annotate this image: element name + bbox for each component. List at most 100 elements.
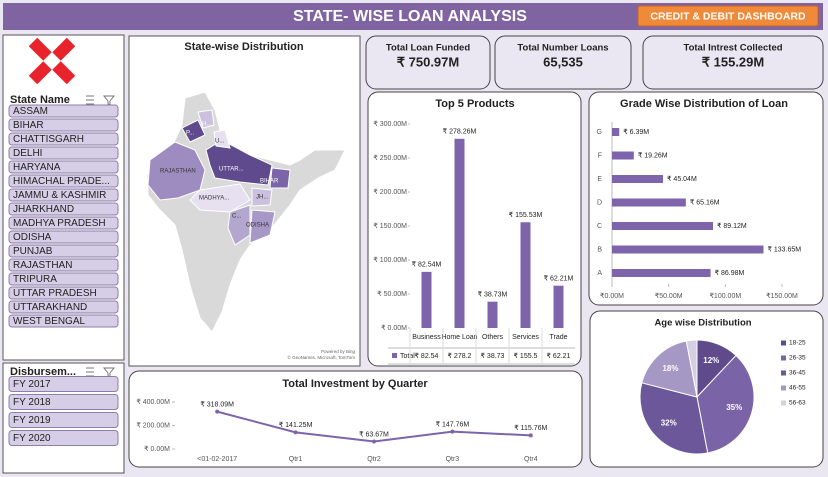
slicer-item[interactable]	[8, 300, 119, 314]
slicer-item-label[interactable]: JHARKHAND	[13, 204, 74, 215]
slicer-item[interactable]	[8, 394, 119, 410]
pie-slice	[641, 340, 698, 398]
slicer-item-label[interactable]: HARYANA	[13, 162, 61, 173]
map-label: RAJASTHAN	[160, 169, 196, 175]
slicer-item[interactable]	[8, 230, 119, 244]
value-label: 18%	[662, 364, 678, 373]
logo	[28, 37, 76, 85]
line-point	[450, 429, 455, 434]
slicer-item-label[interactable]: WEST BENGAL	[13, 316, 85, 327]
slicer-item-label[interactable]: FY 2017	[13, 379, 51, 390]
pie-slice	[685, 339, 698, 398]
slicer-item-label[interactable]: HIMACHAL PRADE...	[13, 176, 110, 187]
slicer-item[interactable]	[8, 202, 119, 216]
map-label: BIHAR	[260, 179, 279, 185]
slicer-item[interactable]	[8, 412, 119, 428]
slicer-item[interactable]	[8, 188, 119, 202]
slicer-item-label[interactable]: UTTAR PRADESH	[13, 288, 97, 299]
line-point	[372, 439, 376, 444]
value-label: 35%	[726, 403, 742, 412]
slicer-title: State Name	[10, 94, 70, 106]
slicer-item-label[interactable]: MADHYA PRADESH	[13, 218, 106, 229]
y-tick-label: ₹ 400.00M	[136, 398, 170, 406]
slicer-item-label[interactable]: CHATTISGARH	[13, 134, 84, 145]
bar	[612, 198, 686, 207]
slicer-item[interactable]	[8, 132, 119, 146]
y-tick-label: ₹ 0.00M	[144, 445, 170, 453]
nav-button[interactable]	[637, 5, 819, 27]
slicer-item[interactable]	[8, 118, 119, 132]
bar	[454, 138, 465, 328]
x-tick-label: Others	[482, 334, 504, 341]
slicer-item[interactable]	[8, 258, 119, 272]
y-tick-label: ₹ 250.00M	[373, 154, 407, 162]
slicer-item-label[interactable]: JAMMU & KASHMIR	[13, 190, 106, 201]
y-tick-label: ₹ 100.00M	[373, 256, 407, 264]
slicer-item[interactable]	[8, 174, 119, 188]
slicer-item[interactable]	[8, 146, 119, 160]
chart-title: Age wise Distribution	[654, 318, 751, 329]
kpi-card	[494, 35, 632, 90]
y-tick-label: ₹ 200.00M	[136, 421, 170, 429]
value-label: ₹ 62.21M	[544, 275, 574, 283]
slicer-item-label[interactable]: TRIPURA	[13, 274, 57, 285]
slicer-item[interactable]	[8, 216, 119, 230]
pie-slice	[639, 382, 709, 455]
bar	[520, 222, 531, 328]
line-point	[528, 433, 533, 438]
x-tick-label: Trade	[549, 334, 567, 341]
x-tick-label: Qtr4	[524, 456, 538, 463]
slicer-icon[interactable]	[86, 367, 116, 378]
x-tick-label: ₹50.00M	[655, 292, 683, 300]
bar	[612, 128, 620, 136]
x-tick-label: ₹150.00M	[766, 292, 798, 300]
value-label: ₹ 147.76M	[436, 420, 470, 428]
slicer-item[interactable]	[8, 160, 119, 174]
y-tick-label: ₹ 0.00M	[381, 324, 407, 332]
value-label: ₹ 115.76M	[514, 424, 547, 432]
slicer-item[interactable]	[8, 376, 119, 392]
y-tick-label: A	[597, 270, 602, 277]
legend-label: 18-25	[789, 340, 806, 347]
value-label: ₹ 155.53M	[509, 211, 543, 219]
slicer-item[interactable]	[8, 272, 119, 286]
slicer-item-label[interactable]: PUNJAB	[13, 246, 53, 257]
map-title: State-wise Distribution	[184, 41, 303, 53]
value-label: 12%	[703, 356, 719, 365]
value-label: ₹ 278.26M	[443, 128, 477, 136]
kpi-value: ₹ 155.29M	[702, 54, 764, 69]
slicer-item-label[interactable]: ODISHA	[13, 232, 52, 243]
legend-swatch	[781, 355, 786, 361]
table-cell: ₹ 278.2	[448, 352, 472, 360]
value-label: ₹ 133.65M	[767, 245, 801, 253]
kpi-label: Total Number Loans	[517, 43, 608, 54]
slicer-item[interactable]	[8, 104, 119, 118]
slicer-item-label[interactable]: FY 2018	[13, 397, 51, 408]
table-cell: ₹ 82.54	[415, 352, 439, 360]
slicer-item[interactable]	[8, 430, 119, 446]
slicer-item-label[interactable]: UTTARAKHAND	[13, 302, 87, 313]
slicer-item[interactable]	[8, 286, 119, 300]
slicer-icon[interactable]	[86, 95, 116, 106]
map-label: ODISHA	[246, 223, 269, 229]
y-tick-label: F	[598, 152, 602, 159]
kpi-card	[365, 35, 491, 90]
map-label: JH...	[256, 195, 269, 201]
slicer-item-label[interactable]: DELHI	[13, 148, 42, 159]
legend-swatch	[781, 340, 786, 346]
bar	[421, 271, 432, 328]
slicer-item-label[interactable]: BIHAR	[13, 120, 44, 131]
legend-swatch	[781, 370, 786, 376]
y-tick-label: G	[597, 129, 602, 136]
slicer-item[interactable]	[8, 244, 119, 258]
slicer-item-label[interactable]: RAJASTHAN	[13, 260, 72, 271]
bar	[612, 222, 714, 230]
nav-button-label[interactable]: CREDIT & DEBIT DASHBOARD	[650, 10, 806, 22]
slicer-item-label[interactable]: ASSAM	[13, 106, 48, 117]
bar	[612, 151, 634, 160]
slicer-item[interactable]	[8, 314, 119, 328]
slicer-item-label[interactable]: FY 2019	[13, 415, 51, 426]
kpi-value: 65,535	[543, 54, 583, 69]
slicer-item-label[interactable]: FY 2020	[13, 433, 51, 444]
value-label: 32%	[661, 419, 677, 428]
